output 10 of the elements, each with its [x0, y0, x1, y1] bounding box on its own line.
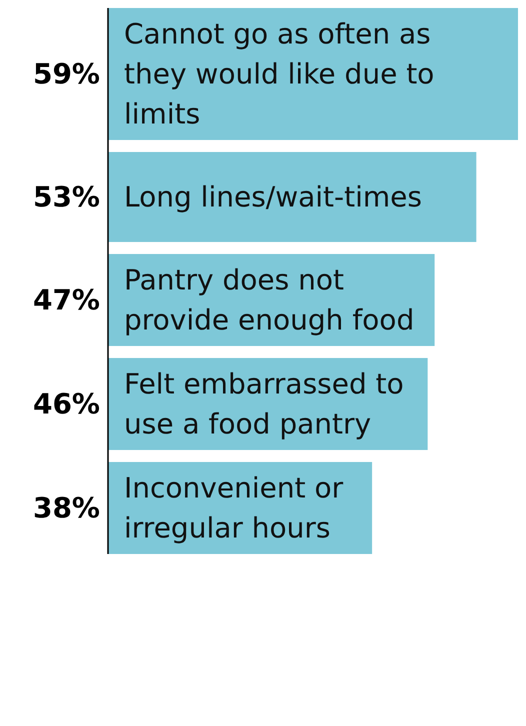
data-label: 53%	[32, 180, 100, 214]
y-tick-label: Inconvenient or irregular hours	[124, 472, 344, 544]
y-tick-label: Pantry does not provide enough food	[124, 264, 414, 336]
y-tick-label: Long lines/wait-times	[124, 180, 422, 214]
y-tick-label: Cannot go as often as they would like due to limits	[124, 18, 434, 130]
data-label: 46%	[32, 388, 100, 420]
data-label: 59%	[32, 58, 100, 90]
data-label: 47%	[32, 284, 100, 316]
y-tick-label: Felt embarrassed to use a food pantry	[124, 368, 404, 440]
data-label: 38%	[32, 492, 100, 524]
